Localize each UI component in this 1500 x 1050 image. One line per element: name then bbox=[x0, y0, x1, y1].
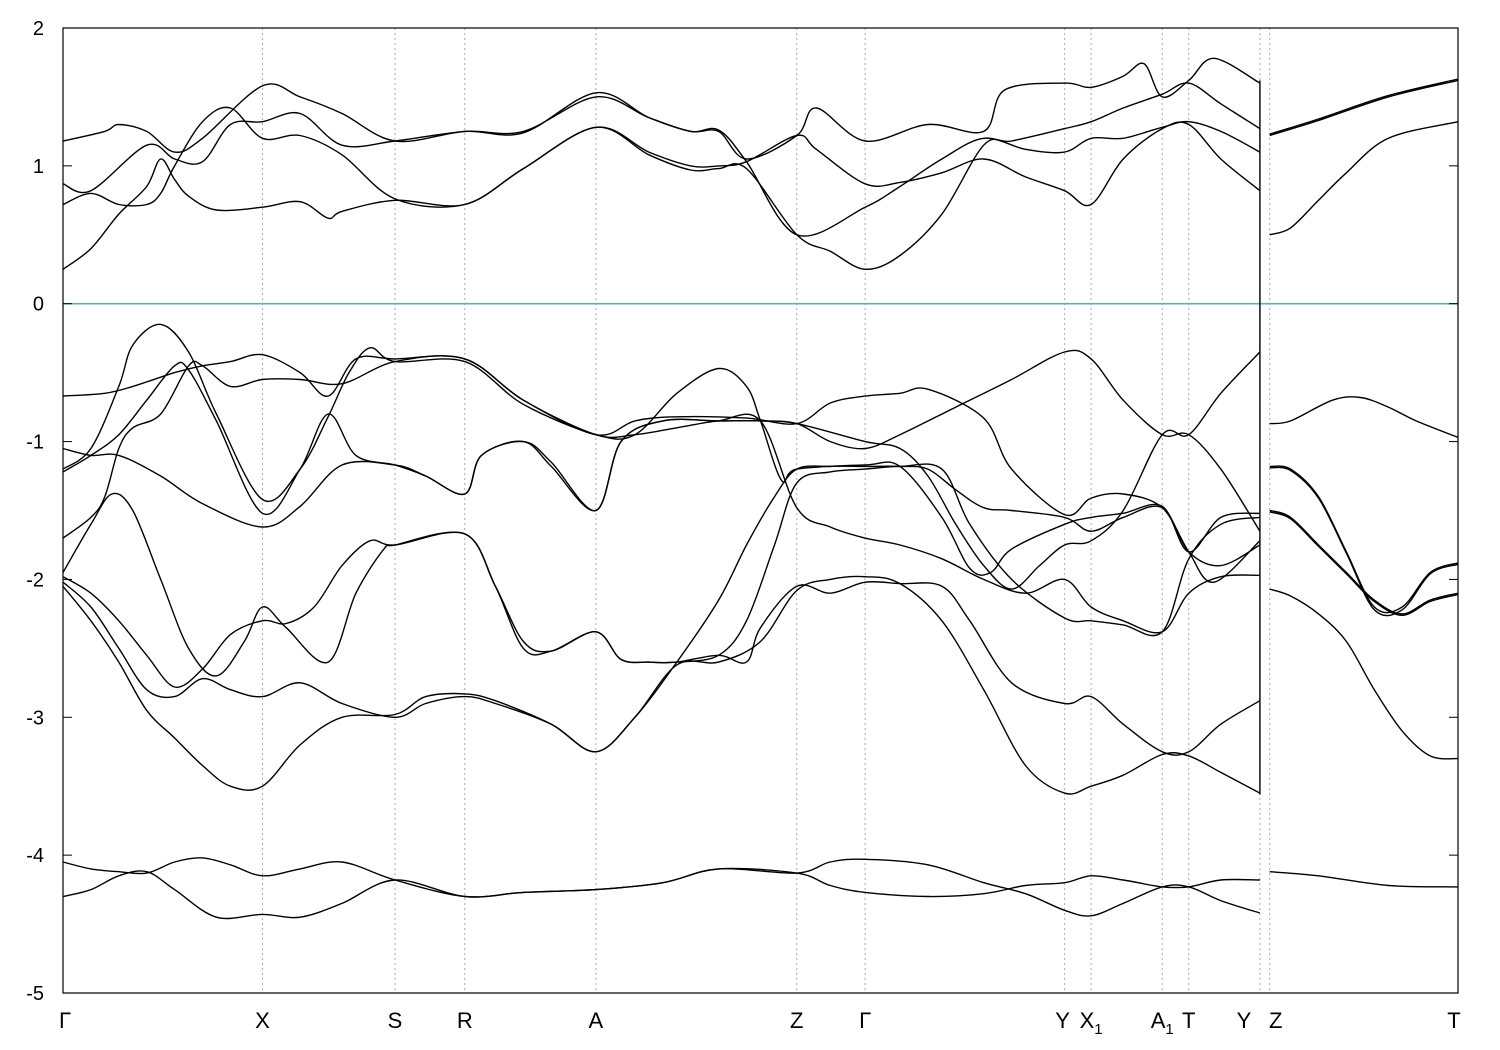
plot-border bbox=[62, 27, 1459, 994]
y-tick-label-2: 0 bbox=[33, 294, 44, 316]
y-tick-label-1: 1 bbox=[33, 156, 44, 178]
kpoint-label-13: T bbox=[1447, 1008, 1460, 1033]
y-tick-label-7: -5 bbox=[26, 983, 44, 1005]
band-line-19 bbox=[62, 465, 1261, 753]
x-axis-kpoint-labels: Γ X S R A Z Γ Y X1 A1 T Y Z T bbox=[59, 1008, 1461, 1038]
kpoint-label-6: Γ bbox=[859, 1008, 871, 1033]
band-line-0 bbox=[62, 57, 1261, 160]
kpoint-label-7: Y bbox=[1055, 1008, 1070, 1033]
y-tick-label-5: -3 bbox=[26, 707, 44, 729]
band-line-5 bbox=[62, 121, 1261, 270]
kpoint-label-sub-8: 1 bbox=[1094, 1021, 1102, 1038]
kpoint-label-10: T bbox=[1182, 1008, 1195, 1033]
kpoint-label-4: A bbox=[589, 1008, 604, 1033]
kpoint-label-3: R bbox=[457, 1008, 473, 1033]
band-line-10 bbox=[62, 349, 1261, 532]
band-line-22 bbox=[62, 857, 1261, 917]
band-line-8 bbox=[62, 323, 1260, 576]
band-lines bbox=[62, 57, 1459, 920]
y-axis-ticks: 2 1 0 -1 -2 -3 -4 -5 bbox=[26, 18, 1458, 1005]
band-line-4 bbox=[62, 82, 1261, 271]
band-line-13 bbox=[1269, 465, 1459, 614]
kpoint-label-11: Y bbox=[1237, 1008, 1252, 1033]
band-line-11 bbox=[1269, 396, 1459, 439]
band-line-15 bbox=[62, 492, 1261, 756]
band-line-21 bbox=[1269, 588, 1459, 760]
band-line-17 bbox=[1269, 509, 1459, 615]
band-line-16 bbox=[62, 463, 1261, 688]
y-tick-label-0: 2 bbox=[33, 18, 44, 40]
y-tick-label-6: -4 bbox=[26, 845, 44, 867]
band-line-18 bbox=[1269, 511, 1459, 617]
band-line-14 bbox=[1269, 466, 1459, 617]
y-tick-label-4: -2 bbox=[26, 569, 44, 591]
kpoint-label-12: Z bbox=[1269, 1008, 1282, 1033]
y-tick-label-3: -1 bbox=[26, 432, 44, 454]
band-line-2 bbox=[1269, 78, 1459, 135]
band-line-7 bbox=[62, 353, 1261, 583]
kpoint-label-5: Z bbox=[790, 1008, 803, 1033]
kpoint-label-0: Γ bbox=[59, 1008, 71, 1033]
band-line-24 bbox=[1269, 871, 1459, 888]
kpoint-label-sub-9: 1 bbox=[1165, 1021, 1173, 1038]
kpoint-label-1: X bbox=[255, 1008, 270, 1033]
kpoint-label-2: S bbox=[388, 1008, 403, 1033]
kpoint-label-9: A1 bbox=[1151, 1008, 1174, 1038]
band-line-23 bbox=[62, 867, 1260, 920]
band-line-3 bbox=[62, 96, 1261, 237]
band-line-12 bbox=[62, 355, 1260, 634]
band-line-1 bbox=[1269, 79, 1459, 137]
plot-frame bbox=[62, 27, 1459, 994]
kpoint-label-8: X1 bbox=[1080, 1008, 1103, 1038]
band-line-6 bbox=[1269, 121, 1459, 236]
band-line-20 bbox=[62, 575, 1261, 795]
